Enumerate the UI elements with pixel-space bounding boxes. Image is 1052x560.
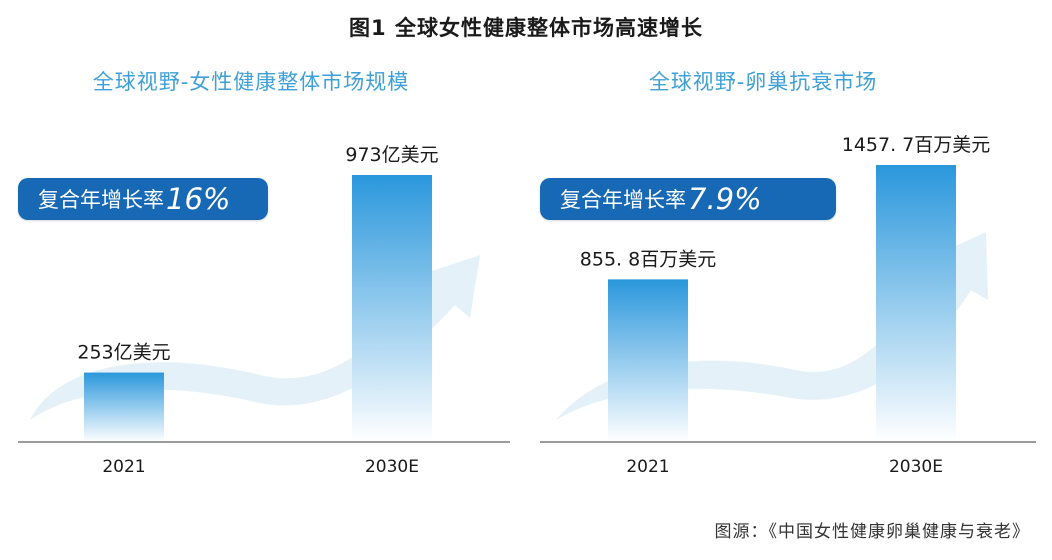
data-label: 973亿美元 [345, 144, 438, 166]
figure-title: 图1 全球女性健康整体市场高速增长 [349, 16, 703, 40]
chart-title: 全球视野-卵巢抗衰市场 [648, 70, 878, 94]
bar-2030E [876, 165, 956, 442]
chart-panel-ovary-anti-aging: 855. 8百万美元 2021 1457. 7百万美元 2030E 全球视野-卵巢抗衰… [526, 0, 1052, 560]
cagr-value: 7.9% [688, 182, 762, 216]
bar-2021 [608, 279, 688, 442]
bar-2021 [84, 372, 164, 442]
data-label: 253亿美元 [77, 342, 170, 364]
cagr-label: 复合年增长率 [38, 188, 164, 212]
cagr-badge: 复合年增长率 16% [18, 178, 268, 220]
bar-chart-market-size: 253亿美元 2021 973亿美元 2030E [18, 144, 510, 477]
cagr-value: 16% [166, 182, 231, 216]
data-label: 855. 8百万美元 [580, 248, 716, 270]
chart-title: 全球视野-女性健康整体市场规模 [92, 70, 410, 94]
data-label: 1457. 7百万美元 [842, 134, 991, 156]
x-tick-label: 2030E [889, 457, 943, 477]
x-tick-label: 2021 [102, 457, 145, 477]
cagr-badge: 复合年增长率 7.9% [540, 178, 836, 220]
bar-2030E [352, 175, 432, 442]
source-note: 图源：《中国女性健康卵巢健康与衰老》 [714, 522, 1030, 542]
x-tick-label: 2030E [365, 457, 419, 477]
chart-panel-market-size: 253亿美元 2021 973亿美元 2030E 全球视野-女性健康整体市场规模 复合… [18, 70, 510, 477]
cagr-label: 复合年增长率 [560, 188, 686, 212]
x-tick-label: 2021 [626, 457, 669, 477]
bar-chart-ovary-anti-aging: 855. 8百万美元 2021 1457. 7百万美元 2030E [540, 134, 1036, 477]
